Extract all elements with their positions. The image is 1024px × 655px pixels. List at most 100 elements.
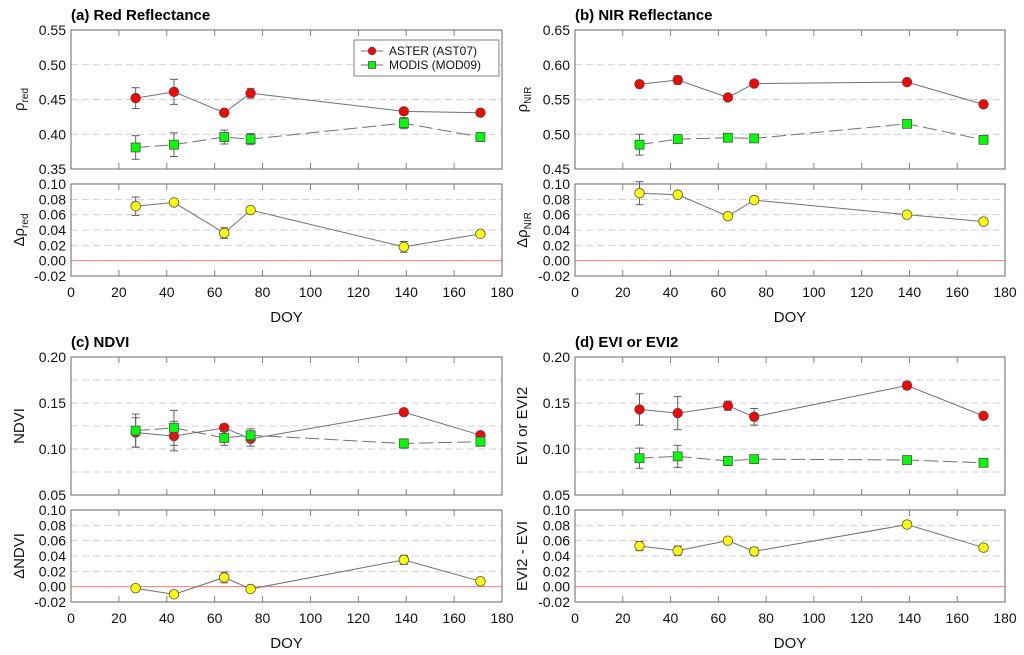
x-tick-label: 60 — [207, 284, 223, 300]
x-tick-label: 140 — [898, 610, 922, 626]
data-point-square — [722, 456, 733, 466]
y-tick-label: 0.60 — [543, 57, 570, 73]
y-axis-label-main: Δρ — [11, 228, 28, 247]
x-tick-label: 20 — [111, 284, 127, 300]
data-point-circle — [219, 572, 230, 583]
panel-c: (c) NDVI0.050.100.150.20NDVI-0.020.000.0… — [11, 334, 514, 652]
data-point-circle — [672, 189, 683, 200]
x-tick-label: 80 — [255, 284, 271, 300]
data-point-circle — [475, 228, 486, 240]
x-axis-label: DOY — [270, 309, 303, 326]
data-point-square — [169, 422, 179, 433]
x-tick-label: 120 — [347, 284, 371, 300]
y-axis-label-subscript: NIR — [523, 87, 534, 104]
y-axis-label-main: ΔNDVI — [11, 533, 28, 579]
data-point-square — [398, 438, 409, 449]
series-line — [639, 524, 984, 552]
x-tick-label: 60 — [711, 284, 727, 300]
y-tick-label: 0.02 — [543, 563, 570, 579]
data-point-circle — [978, 216, 989, 227]
x-tick-label: 40 — [663, 610, 679, 626]
y-axis-label-subscript: NIR — [523, 212, 534, 229]
data-point-square — [672, 134, 683, 145]
legend-marker-circle — [367, 46, 377, 56]
x-axis-label: DOY — [774, 309, 807, 326]
data-point-circle — [978, 410, 989, 422]
y-axis-label-main: EVI or EVI2 — [514, 387, 531, 465]
data-point-circle — [634, 187, 645, 199]
y-tick-label: 0.02 — [543, 237, 570, 253]
y-tick-label: 0.55 — [543, 92, 570, 108]
x-tick-label: 100 — [299, 284, 323, 300]
data-point-square — [902, 455, 912, 465]
data-point-circle — [901, 380, 913, 391]
x-tick-label: 20 — [111, 610, 127, 626]
data-point-circle — [130, 92, 141, 104]
series-line — [639, 192, 984, 223]
series-line — [639, 123, 984, 146]
x-tick-label: 40 — [159, 284, 175, 300]
y-tick-label: -0.02 — [34, 594, 66, 610]
x-tick-label: 160 — [442, 284, 466, 300]
y-axis-label: Δρred — [11, 213, 31, 246]
axes-frame — [70, 356, 503, 496]
y-tick-label: -0.02 — [538, 268, 570, 284]
data-point-circle — [722, 535, 734, 546]
axes-bottom: -0.020.000.020.040.060.080.10 EVI2 - EVI — [514, 502, 1006, 610]
data-point-circle — [672, 545, 683, 556]
x-tick-label: 120 — [850, 610, 874, 626]
data-point-square — [672, 451, 683, 462]
y-axis-label-main: EVI2 - EVI — [514, 521, 531, 591]
x-axis-label: DOY — [774, 635, 807, 652]
series-difference — [130, 554, 486, 600]
series-line — [639, 385, 984, 418]
data-point-square — [475, 436, 486, 447]
axes-frame — [574, 356, 1006, 496]
y-tick-label: 0.20 — [39, 349, 66, 365]
data-point-circle — [722, 210, 734, 222]
x-tick-label: 180 — [490, 284, 514, 300]
data-point-circle — [634, 79, 645, 90]
x-tick-label: 20 — [615, 610, 631, 626]
y-tick-label: 0.06 — [543, 207, 570, 223]
x-tick-label: 180 — [490, 610, 514, 626]
data-point-circle — [722, 92, 734, 103]
y-axis-label-main: NDVI — [11, 408, 28, 444]
data-point-circle — [398, 554, 410, 566]
y-axis-label-subscript: red — [20, 88, 31, 102]
x-tick-label: 0 — [571, 284, 579, 300]
y-tick-label: 0.06 — [39, 533, 66, 549]
x-tick-label: 40 — [159, 610, 175, 626]
data-point-circle — [398, 241, 410, 253]
y-tick-label: 0.55 — [39, 22, 66, 38]
legend-marker-square — [368, 61, 376, 69]
series-line — [135, 91, 481, 114]
y-tick-label: 0.00 — [39, 579, 66, 595]
x-tick-label: 0 — [67, 284, 75, 300]
series-modis-mod09 — [130, 409, 486, 449]
y-tick-label: 0.40 — [39, 126, 66, 142]
y-axis-label: EVI2 - EVI — [514, 521, 531, 591]
series-difference — [634, 181, 989, 227]
data-point-square — [130, 142, 141, 153]
series-aster-ast07 — [130, 407, 486, 452]
y-tick-label: 0.50 — [39, 57, 66, 73]
data-point-square — [245, 430, 256, 441]
x-tick-label: 0 — [571, 610, 579, 626]
y-tick-label: 0.00 — [39, 253, 66, 269]
series-line — [135, 201, 481, 248]
x-tick-label: 0 — [67, 610, 75, 626]
y-tick-label: 0.04 — [39, 222, 66, 238]
data-point-circle — [748, 78, 760, 89]
data-point-circle — [748, 546, 760, 557]
y-tick-label: 0.10 — [543, 502, 570, 518]
x-tick-label: 120 — [850, 284, 874, 300]
y-tick-label: 0.00 — [543, 579, 570, 595]
data-point-square — [749, 454, 760, 465]
axes-frame — [574, 29, 1006, 170]
y-tick-label: 0.04 — [543, 548, 570, 564]
data-point-square — [749, 133, 760, 144]
data-point-square — [245, 134, 256, 145]
y-tick-label: 0.20 — [543, 349, 570, 365]
